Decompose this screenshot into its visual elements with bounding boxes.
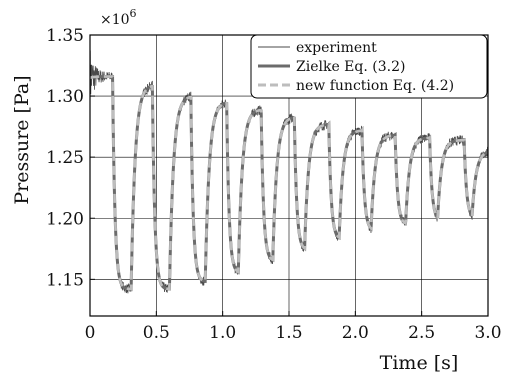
y-tick-label-0: 1.15 xyxy=(46,270,84,290)
series-new-function xyxy=(90,75,488,291)
legend: experiment Zielke Eq. (3.2) new function… xyxy=(250,34,488,99)
x-axis-label: Time [s] xyxy=(380,352,459,374)
legend-label-experiment: experiment xyxy=(296,40,377,56)
legend-box xyxy=(250,34,488,99)
x-tick-label-1: 0.5 xyxy=(143,323,170,343)
y-tick-label-1: 1.20 xyxy=(46,209,84,229)
y-multiplier: ×106 xyxy=(100,7,137,28)
x-tick-label-5: 2.5 xyxy=(408,323,435,343)
x-tick-label-3: 1.5 xyxy=(275,323,302,343)
series-layer xyxy=(90,50,488,294)
x-tick-label-6: 3.0 xyxy=(474,323,501,343)
x-tick-label-0: 0 xyxy=(85,323,96,343)
x-tick-label-2: 1.0 xyxy=(209,323,236,343)
x-axis-ticks: 0 0.5 1.0 1.5 2.0 2.5 3.0 xyxy=(85,311,502,343)
y-tick-label-4: 1.35 xyxy=(46,26,84,46)
y-axis-ticks: 1.15 1.20 1.25 1.30 1.35 xyxy=(46,26,95,290)
legend-label-zielke: Zielke Eq. (3.2) xyxy=(296,59,405,75)
y-tick-label-3: 1.30 xyxy=(46,87,84,107)
legend-label-new-function: new function Eq. (4.2) xyxy=(296,78,454,94)
x-tick-label-4: 2.0 xyxy=(342,323,369,343)
y-tick-label-2: 1.25 xyxy=(46,148,84,168)
y-axis-label: Pressure [Pa] xyxy=(11,75,33,204)
